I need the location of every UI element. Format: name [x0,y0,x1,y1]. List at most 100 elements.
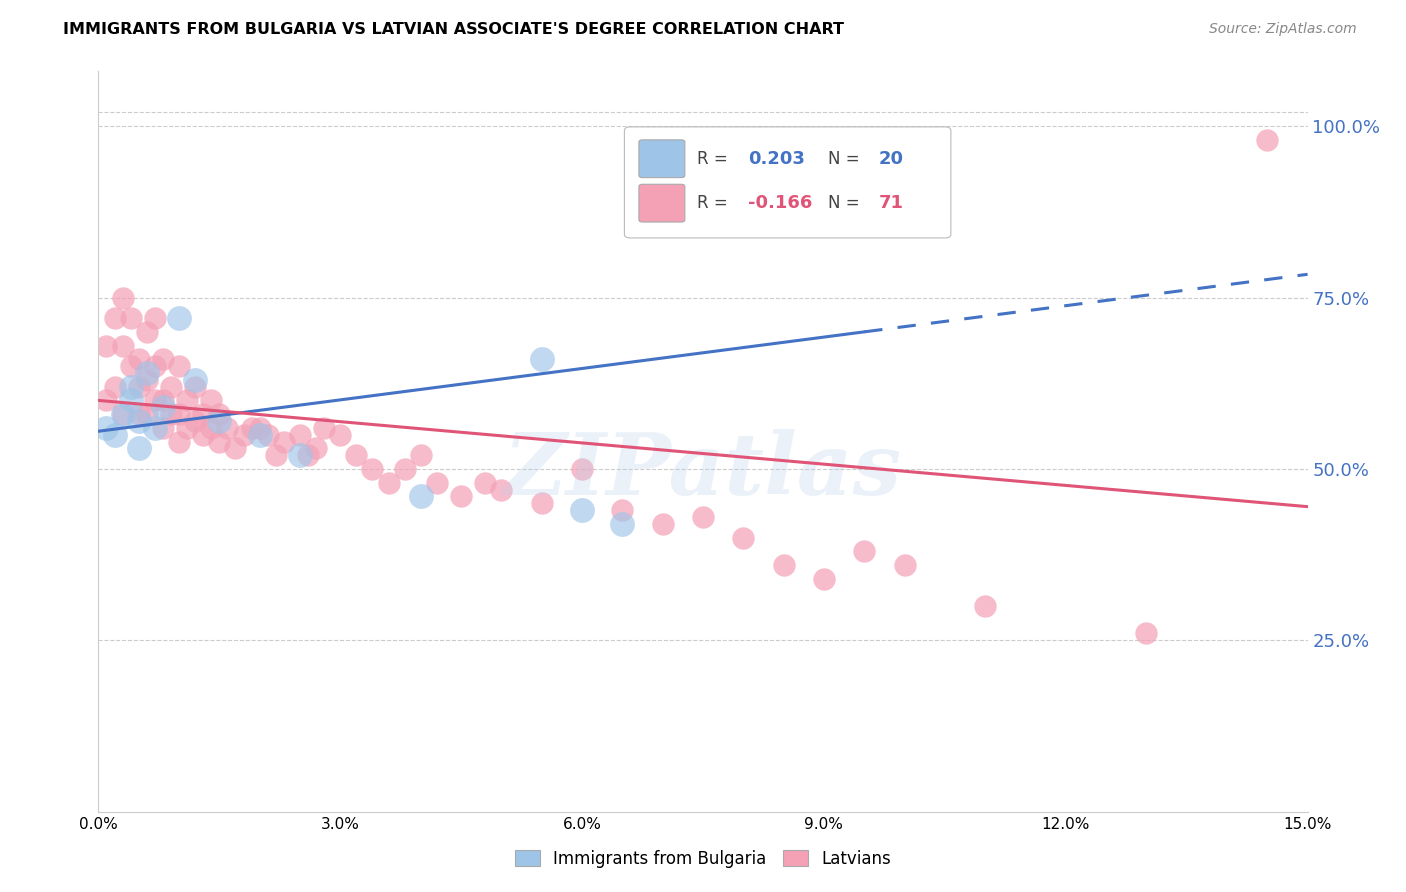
Text: R =: R = [697,194,733,212]
Point [160,380,183,394]
Point [612,516,634,531]
Point [377,475,399,490]
Point [152,393,174,408]
Point [409,448,432,462]
Text: R =: R = [697,150,733,168]
Point [208,407,231,421]
Point [103,380,125,394]
Point [176,421,198,435]
Point [224,442,246,456]
Point [200,421,222,435]
Point [120,393,142,408]
Point [232,427,254,442]
Point [297,448,319,462]
Point [128,352,150,367]
Point [128,380,150,394]
Point [200,393,222,408]
Text: Source: ZipAtlas.com: Source: ZipAtlas.com [1209,22,1357,37]
Point [143,393,166,408]
Text: N =: N = [828,194,865,212]
Point [651,516,673,531]
Point [143,359,166,373]
Point [474,475,496,490]
Text: -0.166: -0.166 [748,194,813,212]
Point [184,414,207,428]
Point [111,338,134,352]
Point [329,427,352,442]
Point [288,427,311,442]
Text: 20: 20 [879,150,903,168]
Point [193,407,215,421]
Point [193,427,215,442]
Point [264,448,287,462]
Point [208,434,231,449]
Point [135,407,157,421]
Point [152,421,174,435]
Point [96,421,118,435]
Point [426,475,449,490]
Point [103,427,125,442]
Point [772,558,794,572]
Legend: Immigrants from Bulgaria, Latvians: Immigrants from Bulgaria, Latvians [508,844,898,875]
Point [571,503,593,517]
FancyBboxPatch shape [638,185,685,222]
Point [314,421,336,435]
Point [96,393,118,408]
FancyBboxPatch shape [638,140,685,178]
Point [893,558,915,572]
Point [1256,133,1278,147]
Point [96,338,118,352]
Point [167,434,190,449]
Point [249,421,271,435]
FancyBboxPatch shape [624,127,950,238]
Point [167,359,190,373]
Point [120,311,142,326]
Point [143,421,166,435]
Point [120,380,142,394]
Point [208,414,231,428]
Text: 71: 71 [879,194,903,212]
Text: 0.203: 0.203 [748,150,804,168]
Point [176,393,198,408]
Point [249,427,271,442]
Point [152,401,174,415]
Point [361,462,384,476]
Point [143,311,166,326]
Point [120,359,142,373]
Point [813,572,835,586]
Point [571,462,593,476]
Point [394,462,416,476]
Point [152,352,174,367]
Point [135,373,157,387]
Point [450,489,472,503]
Text: N =: N = [828,150,865,168]
Point [167,407,190,421]
Point [128,442,150,456]
Point [692,510,714,524]
Point [111,291,134,305]
Point [974,599,997,613]
Point [135,366,157,380]
Point [128,414,150,428]
Point [256,427,278,442]
Point [1135,626,1157,640]
Point [111,407,134,421]
Point [530,496,553,510]
Point [409,489,432,503]
Point [111,407,134,421]
Point [273,434,295,449]
Point [240,421,263,435]
Point [491,483,513,497]
Point [217,421,239,435]
Point [184,380,207,394]
Point [733,531,755,545]
Point [167,311,190,326]
Point [853,215,876,229]
Text: IMMIGRANTS FROM BULGARIA VS LATVIAN ASSOCIATE'S DEGREE CORRELATION CHART: IMMIGRANTS FROM BULGARIA VS LATVIAN ASSO… [63,22,844,37]
Point [128,407,150,421]
Point [288,448,311,462]
Text: ZIPatlas: ZIPatlas [503,429,903,513]
Point [103,311,125,326]
Point [853,544,876,558]
Point [160,407,183,421]
